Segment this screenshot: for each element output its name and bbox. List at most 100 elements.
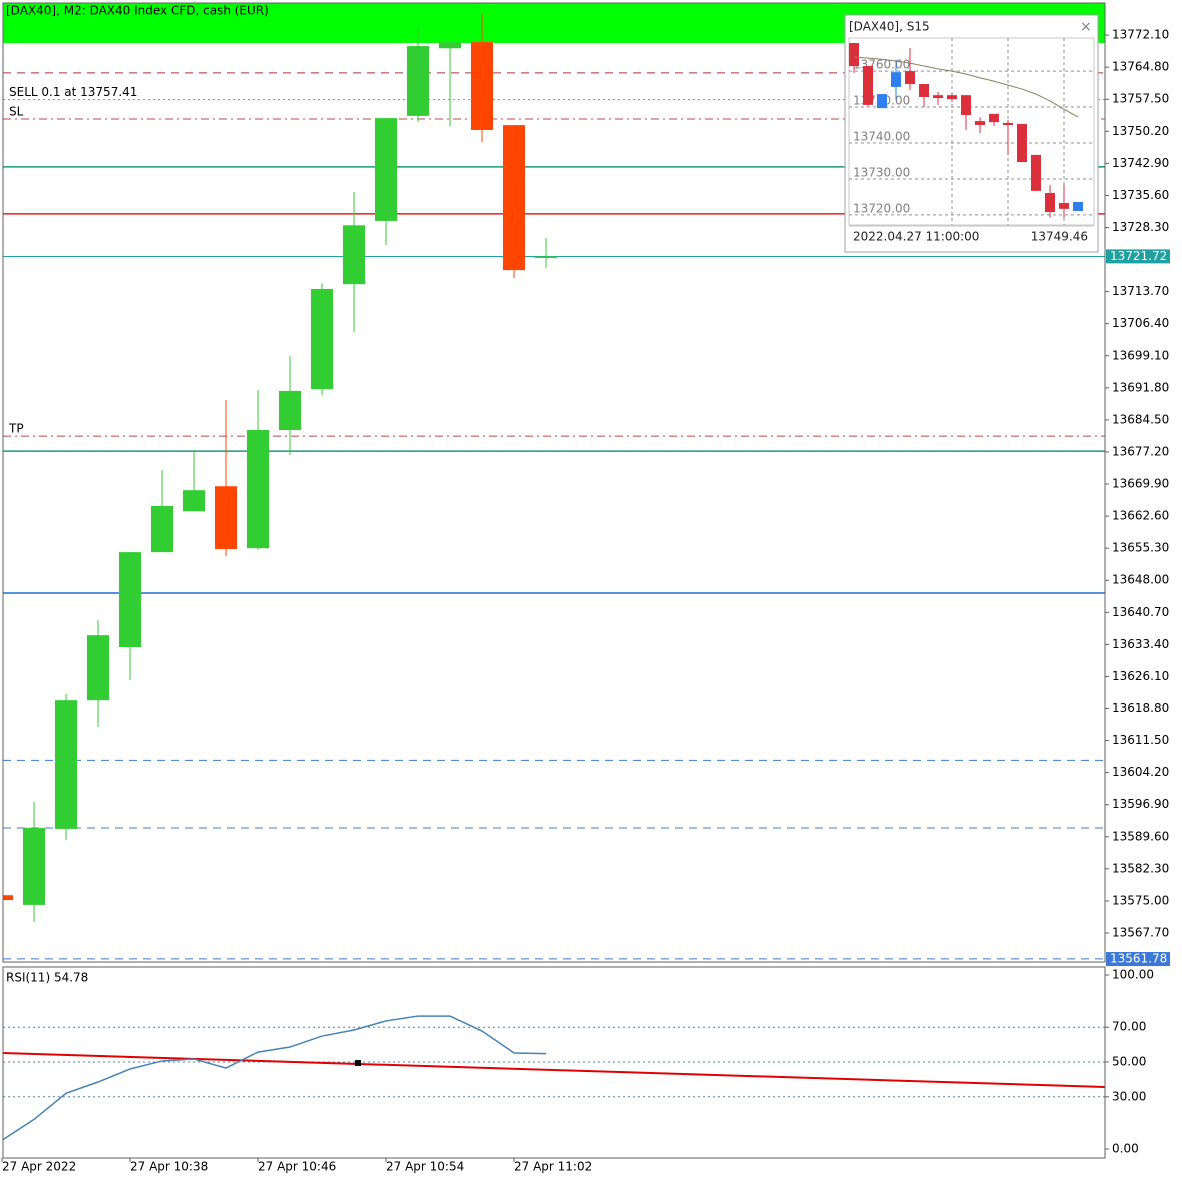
candle-body [1045,192,1055,213]
candle-body [151,506,173,553]
candle-body [3,895,13,901]
y-tick-label: 13742.90 [1112,156,1169,170]
candle-body [849,43,859,67]
price-tag-label: 13721.72 [1110,249,1167,263]
trend-marker [355,1060,361,1067]
y-tick-label: 30.00 [1112,1089,1146,1103]
x-tick-label: 27 Apr 10:46 [258,1160,336,1174]
y-tick-label: 13589.60 [1112,829,1169,843]
price-tag [1106,952,1170,967]
y-tick-label: 13713.70 [1112,284,1169,298]
candle-body [961,95,971,115]
candle-body [375,118,397,221]
y-tick-label: 13691.80 [1112,380,1169,394]
candle-body [183,490,205,512]
y-tick-label: 13677.20 [1112,444,1169,458]
candle-body [919,84,929,97]
x-tick-label: 27 Apr 10:54 [386,1160,464,1174]
y-tick-label: 13640.70 [1112,605,1169,619]
main-frame [2,2,1106,963]
y-tick-label: 13728.30 [1112,220,1169,234]
moving-average [853,56,1079,118]
main-title: [DAX40], M2: DAX40 Index CFD, cash (EUR) [6,4,269,18]
y-tick-label: 13655.30 [1112,541,1169,555]
y-tick-label: 13740.00 [853,130,910,144]
candle-body [471,42,493,130]
candle-body [989,113,999,123]
candle-body [87,635,109,701]
inset-plot-frame [848,37,1095,226]
y-tick-label: 13604.20 [1112,765,1169,779]
y-tick-label: 13611.50 [1112,733,1169,747]
x-tick-label: 27 Apr 10:38 [130,1160,208,1174]
inset-footer-price: 13749.46 [1031,230,1088,244]
rsi-title: RSI(11) 54.78 [6,971,88,985]
y-tick-label: 13633.40 [1112,637,1169,651]
y-tick-label: 13669.90 [1112,477,1169,491]
candle-body [535,256,557,258]
y-tick-label: 13596.90 [1112,797,1169,811]
candle-body [863,66,873,105]
y-tick-label: 70.00 [1112,1020,1146,1034]
inset-footer-time: 2022.04.27 11:00:00 [853,230,979,244]
trendline [3,1051,1105,1089]
level-label: SL [9,104,24,118]
y-tick-label: 13575.00 [1112,893,1169,907]
y-tick-label: 13582.30 [1112,861,1169,875]
y-tick-label: 13772.10 [1112,28,1169,42]
candle-body [407,46,429,116]
y-tick-label: 13567.70 [1112,926,1169,940]
inset-chart: [DAX40], S15 × 13760.0013750.0013740.001… [844,14,1099,253]
level-label: SELL 0.1 at 13757.41 [9,85,137,99]
y-tick-label: 13720.00 [853,201,910,215]
y-tick-label: 13662.60 [1112,509,1169,523]
candle-body [23,828,45,905]
y-tick-label: 13735.60 [1112,188,1169,202]
y-tick-label: 50.00 [1112,1055,1146,1069]
y-tick-label: 13626.10 [1112,669,1169,683]
candle-body [1003,122,1013,126]
axes: 13772.10 13764.80 13757.50 13750.20 13742.90… [1,28,1170,1174]
candle-body [1059,203,1069,209]
candle-body [55,700,77,829]
y-tick-label: 13757.50 [1112,92,1169,106]
rsi-line [3,1015,547,1141]
y-tick-label: 13618.80 [1112,701,1169,715]
price-tag-label: 13561.78 [1110,952,1167,966]
candle-body [1017,123,1027,163]
y-tick-label: 13684.50 [1112,412,1169,426]
candle-body [933,95,943,99]
candle-body [1073,201,1083,211]
level-label: TP [8,422,24,436]
y-tick-label: 13648.00 [1112,573,1169,587]
y-tick-label: 100.00 [1112,968,1154,982]
close-button[interactable]: × [1080,19,1092,35]
candle-body [891,72,901,87]
inset-title: [DAX40], S15 [849,20,930,34]
candle-body [343,225,365,285]
candle-body [119,552,141,648]
inset-frame [844,14,1099,253]
candle-body [247,430,269,549]
price-tag [1106,249,1170,264]
candle-body [311,288,333,390]
candle-body [215,486,237,550]
candle-body [905,71,915,85]
rsi-plot [3,1015,1105,1141]
y-tick-label: 13699.10 [1112,348,1169,362]
candle-body [279,390,301,431]
y-tick-label: 13730.00 [853,165,910,179]
x-tick-label: 27 Apr 2022 [2,1160,76,1174]
candle-body [439,42,461,49]
y-tick-label: 13750.20 [1112,124,1169,138]
y-tick-label: 13764.80 [1112,60,1169,74]
candle-body [1031,154,1041,191]
x-tick-label: 27 Apr 11:02 [514,1160,592,1174]
y-tick-label: 13706.40 [1112,316,1169,330]
candle-body [947,95,957,100]
rsi-frame [2,966,1106,1159]
candle-body [877,94,887,109]
candle-body [503,125,525,271]
